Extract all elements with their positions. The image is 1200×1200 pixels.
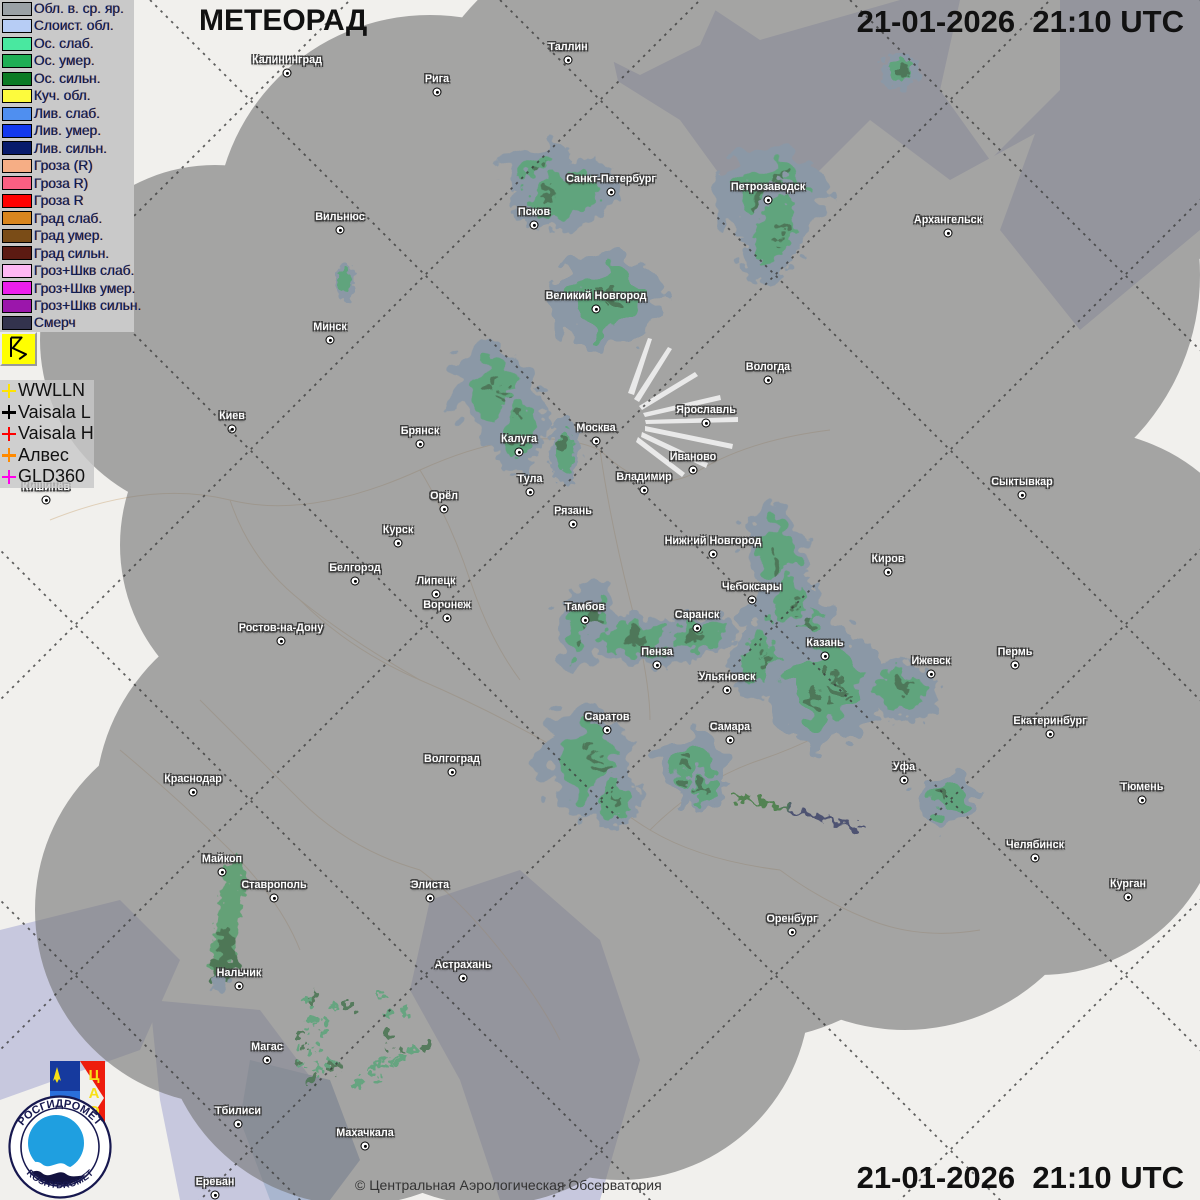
svg-text:Ц: Ц xyxy=(89,1067,100,1084)
